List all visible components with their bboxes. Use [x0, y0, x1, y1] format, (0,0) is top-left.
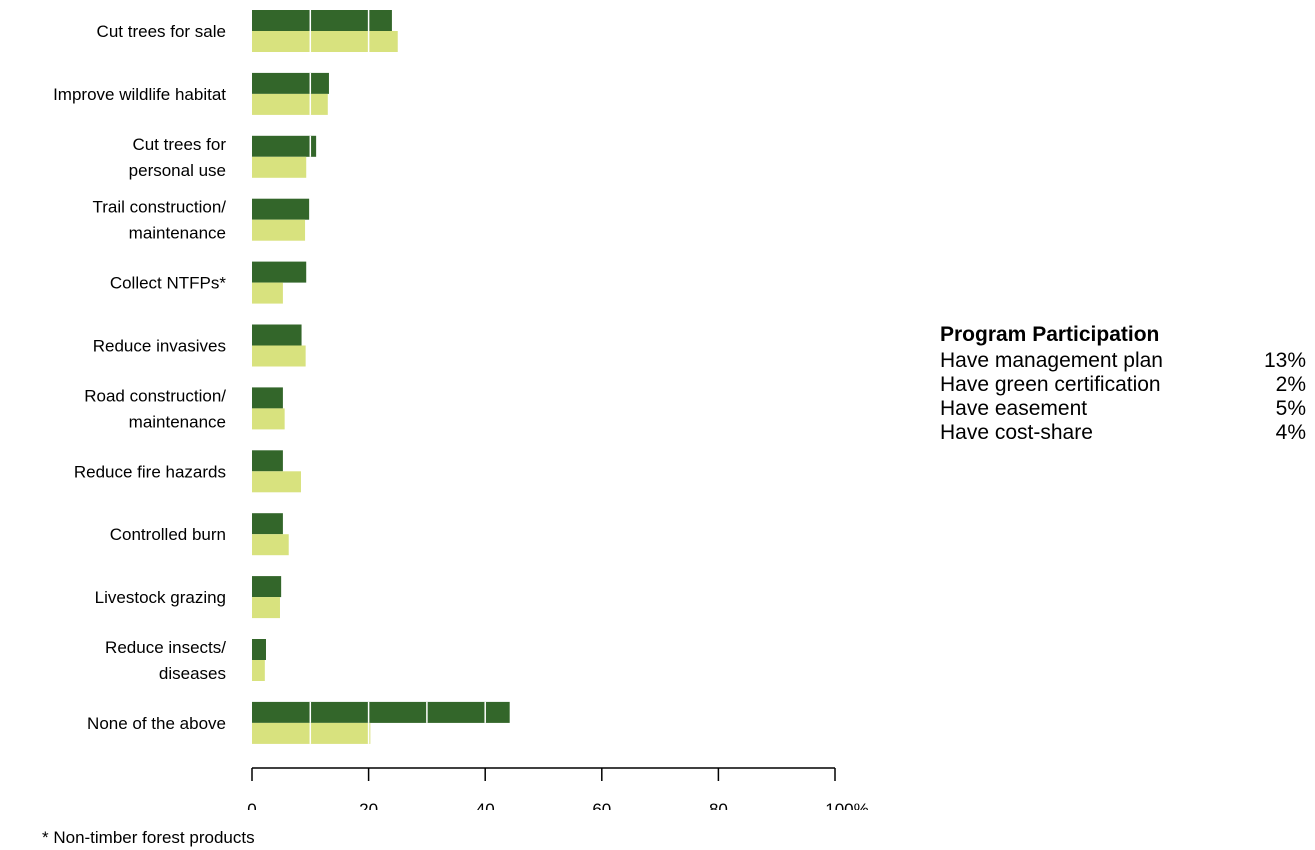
bar-series-2 — [252, 31, 398, 52]
bar-series-2 — [252, 408, 285, 430]
bar-series-2 — [252, 93, 328, 115]
bar-series-1 — [252, 701, 510, 723]
bar-series-2 — [252, 156, 307, 178]
bar-series-1 — [252, 513, 283, 535]
bar-series-2 — [252, 282, 283, 304]
program-row-value: 4% — [1275, 421, 1306, 444]
category-label: Cut trees for sale — [97, 22, 226, 41]
program-row-label: Have management plan — [940, 349, 1163, 372]
category-label: Reduce insects/diseases — [105, 638, 226, 683]
program-row-label: Have cost-share — [940, 421, 1093, 444]
bar-series-1 — [252, 450, 283, 472]
category-label: Livestock grazing — [95, 588, 226, 607]
category-labels: Cut trees for sale Improve wildlife habit… — [53, 22, 226, 733]
bar-series-1 — [252, 72, 329, 94]
category-label: Cut trees for personal use — [129, 135, 227, 180]
footnote: * Non-timber forest products — [42, 828, 255, 847]
program-row: Have easement 5% — [940, 397, 1306, 421]
bar-series-1 — [252, 576, 282, 598]
category-label: Reduce fire hazards — [74, 462, 226, 481]
bar-series-1 — [252, 261, 307, 283]
program-row-value: 5% — [1275, 397, 1306, 420]
bar-chart: Cut trees for sale Improve wildlife habit… — [53, 10, 869, 810]
program-title: Program Participation — [940, 323, 1160, 346]
program-row: Have management plan 13% — [940, 349, 1306, 373]
program-row-value: 13% — [1263, 349, 1306, 372]
bar-series-1 — [252, 639, 266, 660]
program-row-label: Have green certification — [940, 373, 1161, 396]
category-label: Collect NTFPs* — [110, 274, 227, 293]
bar-series-2 — [252, 471, 301, 493]
bar-series-2 — [252, 345, 306, 367]
x-tick-label: 40 — [476, 800, 495, 810]
category-label: Improve wildlife habitat — [53, 85, 226, 104]
category-label: Road construction/maintenance — [84, 386, 226, 431]
program-row: Have green certification 2% — [940, 373, 1306, 397]
program-row-label: Have easement — [940, 397, 1088, 420]
bar-series-2 — [252, 660, 265, 681]
bar-series-2 — [252, 534, 289, 556]
category-label: Reduce invasives — [93, 337, 226, 356]
x-tick-label: 0 — [247, 800, 256, 810]
x-axis: 0 20 40 60 80 100% — [247, 767, 869, 810]
bar-series-1 — [252, 324, 302, 346]
bar-series-2 — [252, 219, 306, 241]
bar-series-1 — [252, 387, 283, 409]
x-tick-label: 60 — [592, 800, 611, 810]
program-row-value: 2% — [1275, 373, 1306, 396]
x-tick-label: 80 — [709, 800, 728, 810]
bar-series-1 — [252, 198, 310, 220]
category-label: Trail construction/maintenance — [92, 198, 226, 243]
x-tick-label: 100% — [825, 800, 868, 810]
bars-group — [252, 10, 510, 744]
x-tick-label: 20 — [359, 800, 378, 810]
bar-series-2 — [252, 597, 280, 619]
program-row: Have cost-share 4% — [940, 421, 1306, 445]
category-label: Controlled burn — [110, 525, 226, 544]
program-participation-panel: Program Participation Have management pl… — [940, 320, 1306, 445]
bar-series-1 — [252, 135, 317, 157]
category-label: None of the above — [87, 714, 226, 733]
bar-series-1 — [252, 10, 392, 31]
bar-series-2 — [252, 722, 371, 744]
